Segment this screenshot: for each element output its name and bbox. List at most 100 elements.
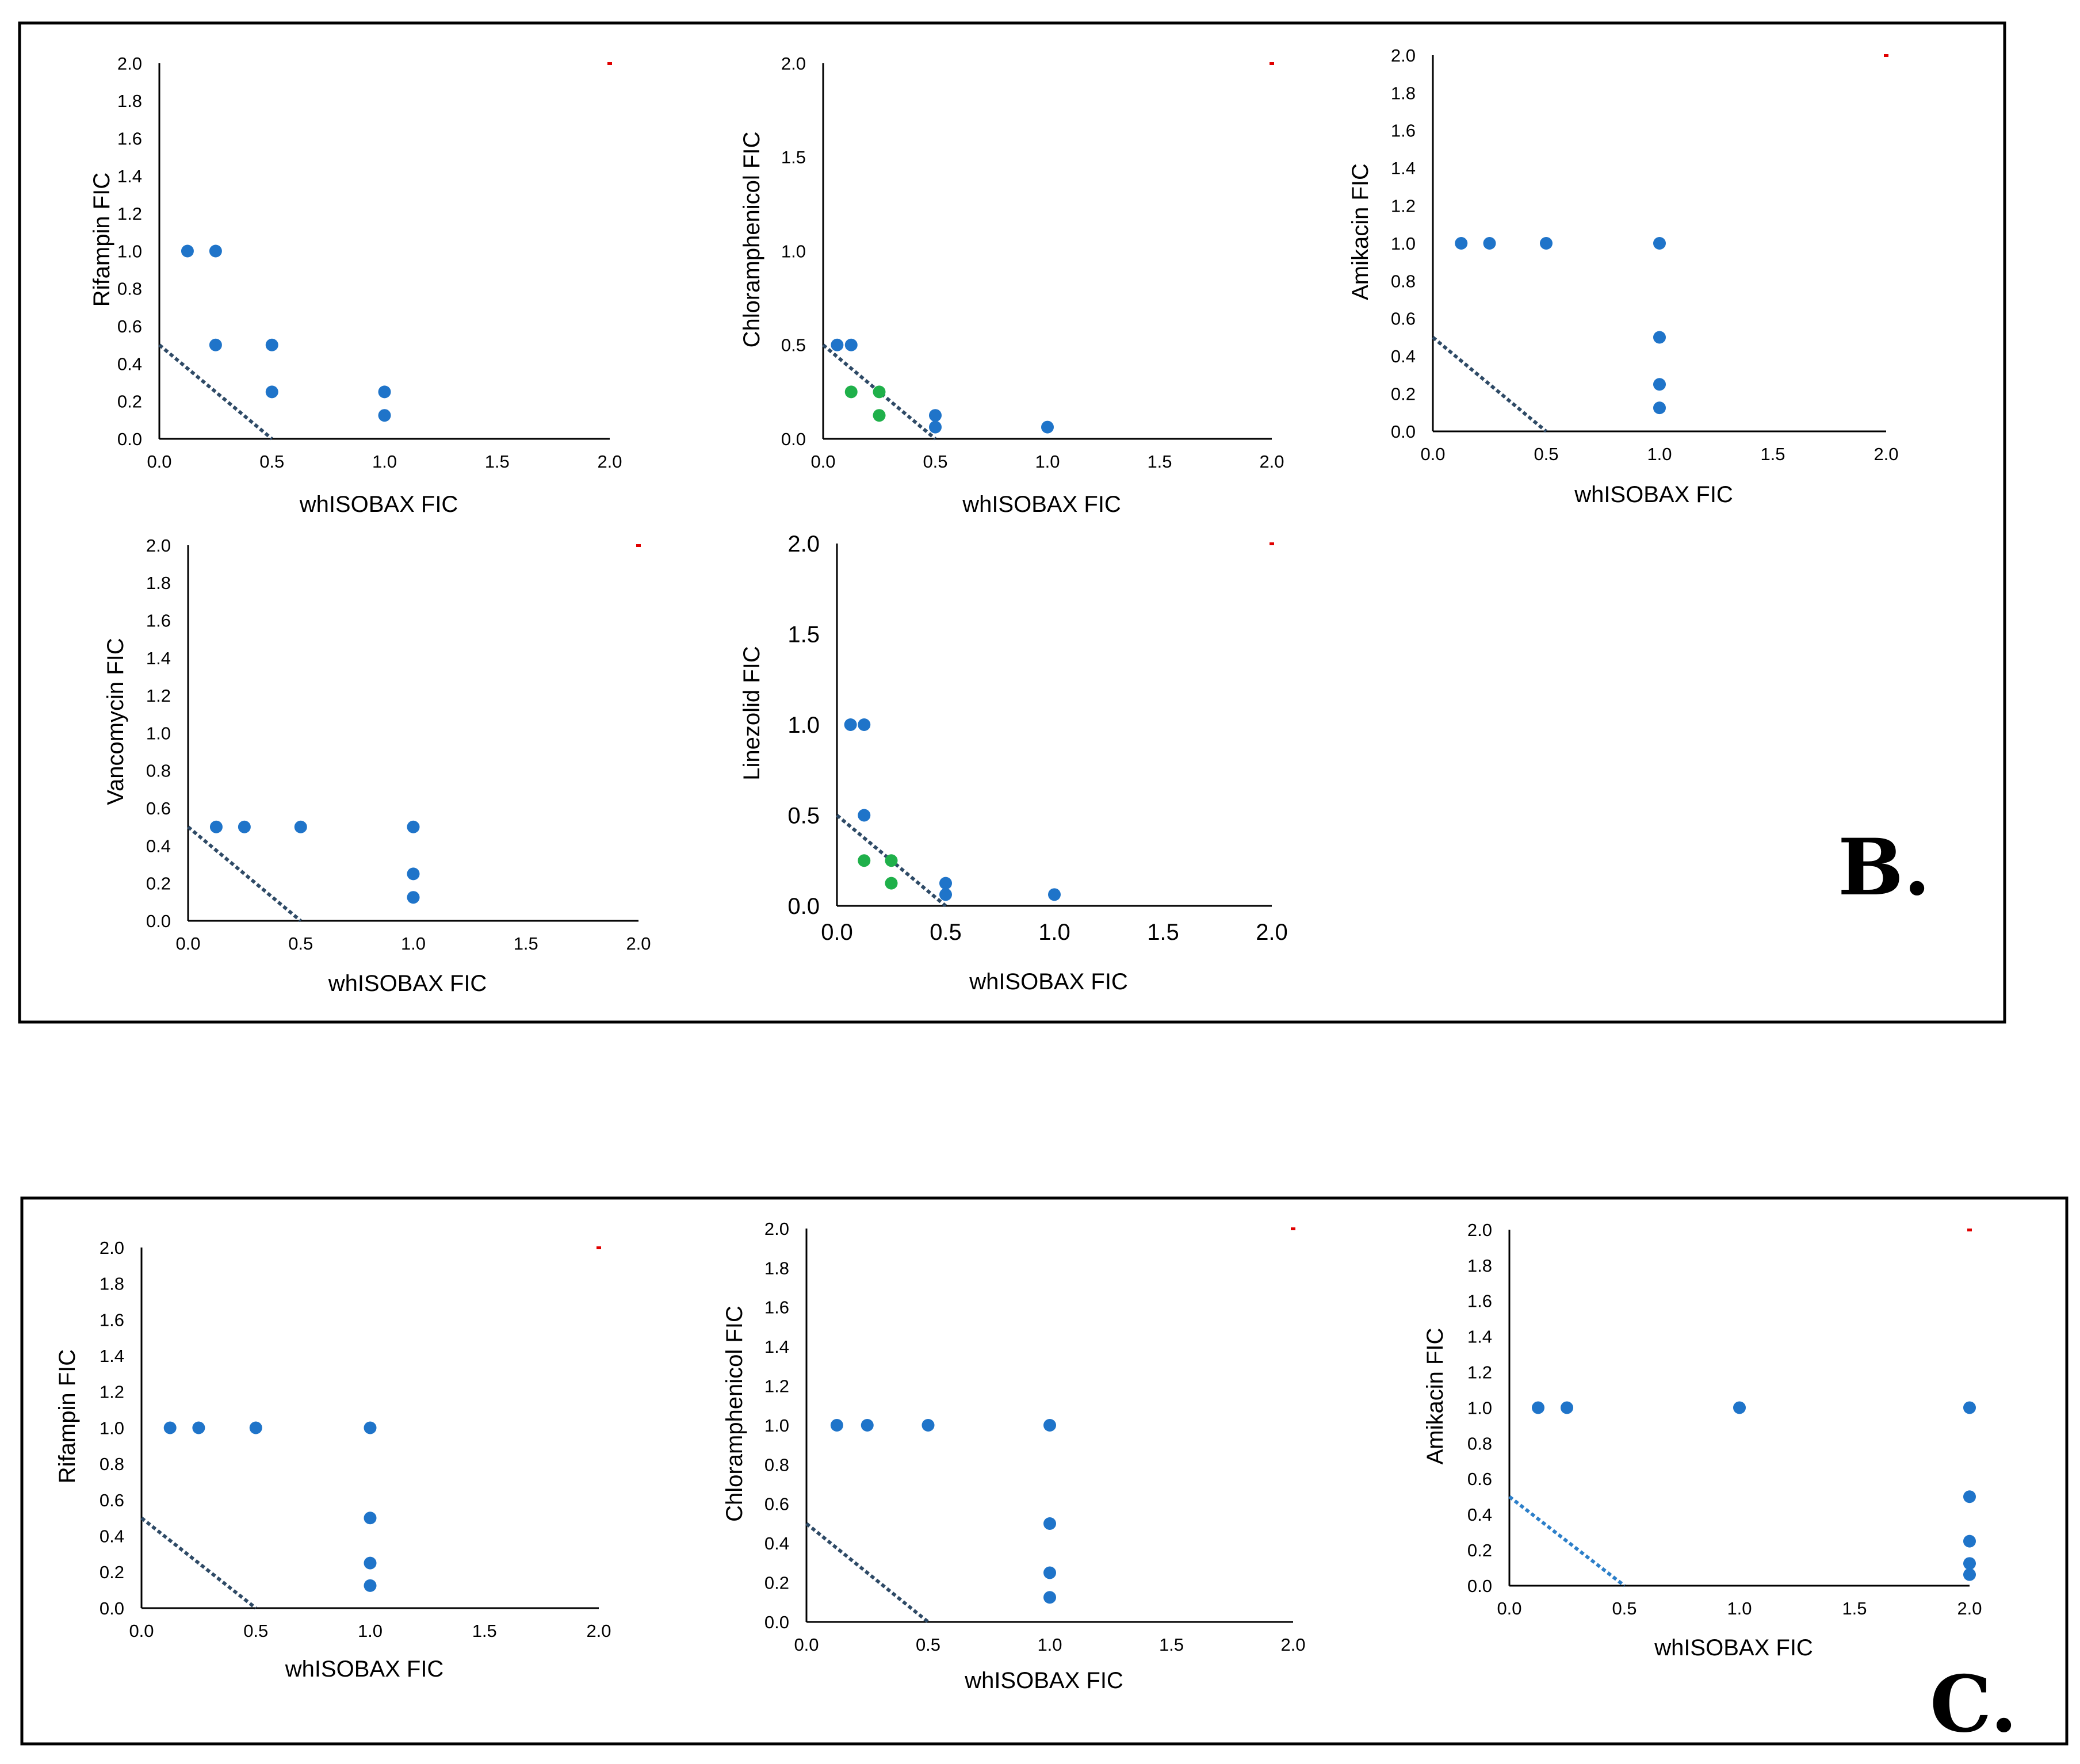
y-tick-label: 1.5 xyxy=(787,622,820,648)
data-point xyxy=(1653,401,1666,415)
chart-b2: 0.0 0.5 1.0 1.5 2.0 0.0 0.5 1.0 1.5 2.0 whISOBAX F… xyxy=(739,53,1284,517)
y-tick-label: 2.0 xyxy=(787,531,820,557)
y-tick-label: 0.4 xyxy=(1467,1505,1492,1525)
panel-b-frame xyxy=(18,21,2006,1024)
data-point xyxy=(1041,420,1054,434)
y-tick-label: 0.8 xyxy=(1467,1433,1492,1453)
y-tick-label: 0.2 xyxy=(1467,1540,1492,1560)
y-tick-label: 1.4 xyxy=(1467,1327,1492,1347)
y-tick-label: 1.6 xyxy=(100,1310,124,1330)
data-point xyxy=(1963,1568,1976,1581)
data-point xyxy=(1043,1591,1056,1604)
data-point xyxy=(844,338,858,351)
x-tick-label: 1.5 xyxy=(1842,1598,1867,1618)
x-tick-label: 1.0 xyxy=(372,451,397,472)
x-axis-title: whISOBAX FIC xyxy=(962,492,1121,517)
data-point xyxy=(1963,1401,1976,1414)
y-axis-title: Rifampin FIC xyxy=(55,1349,80,1483)
y-tick-label: 1.4 xyxy=(100,1346,124,1366)
chart-b5: 0.0 0.5 1.0 1.5 2.0 0.0 0.5 1.0 1.5 2.0 whISOBAX F… xyxy=(739,531,1288,994)
data-point xyxy=(929,409,942,422)
x-tick-label: 0.0 xyxy=(1497,1598,1521,1618)
additivity-line xyxy=(140,1516,257,1610)
y-tick-label: 0.2 xyxy=(117,392,142,412)
y-tick-label: 1.8 xyxy=(146,573,171,593)
y-tick-label: 1.8 xyxy=(764,1258,789,1278)
x-axis-title: whISOBAX FIC xyxy=(1654,1635,1813,1660)
y-tick-label: 1.0 xyxy=(1391,234,1416,254)
chart-b4: 0.0 0.2 0.4 0.6 0.8 1.0 1.2 1.4 1.6 1.8 2.0 0.0 0.5 1… xyxy=(103,535,651,996)
synergy-point xyxy=(873,385,886,399)
additivity-line xyxy=(805,1522,930,1624)
corner-mark xyxy=(636,544,641,547)
x-tick-label: 0.0 xyxy=(821,920,853,945)
y-tick-label: 1.6 xyxy=(764,1298,789,1318)
charts-layer: 0.0 0.2 0.4 0.6 0.8 1.0 1.2 1.4 1.6 1.8 2.0 0.0 0.5 1… xyxy=(55,45,1982,1693)
y-tick-label: 0.0 xyxy=(781,429,806,449)
x-tick-label: 2.0 xyxy=(1280,1635,1305,1655)
data-point xyxy=(364,1579,377,1592)
chart-c2: 0.0 0.2 0.4 0.6 0.8 1.0 1.2 1.4 1.6 1.8 2.0 0.0 0.5 1… xyxy=(722,1219,1306,1693)
data-point xyxy=(831,338,844,351)
data-point xyxy=(364,1421,377,1434)
x-tick-label: 2.0 xyxy=(586,1621,611,1641)
y-tick-label: 0.6 xyxy=(1391,309,1416,329)
y-tick-label: 1.0 xyxy=(117,241,142,261)
x-tick-label: 0.5 xyxy=(916,1635,940,1655)
additivity-line xyxy=(1432,336,1547,433)
synergy-point xyxy=(885,854,898,867)
data-point xyxy=(1048,888,1061,901)
additivity-line xyxy=(1508,1495,1626,1587)
x-tick-label: 0.0 xyxy=(794,1635,819,1655)
data-point xyxy=(1733,1401,1746,1414)
data-point xyxy=(163,1421,177,1434)
x-tick-label: 0.5 xyxy=(243,1621,268,1641)
x-axis-title: whISOBAX FIC xyxy=(285,1656,444,1682)
x-tick-label: 1.0 xyxy=(358,1621,383,1641)
data-point xyxy=(209,820,223,833)
y-tick-label: 0.2 xyxy=(100,1562,124,1582)
y-tick-label: 2.0 xyxy=(764,1219,789,1239)
y-tick-label: 0.6 xyxy=(146,798,171,818)
y-tick-label: 0.5 xyxy=(787,803,820,829)
x-tick-label: 2.0 xyxy=(1259,451,1284,472)
corner-mark xyxy=(1967,1229,1972,1231)
data-point xyxy=(181,244,194,258)
x-tick-label: 0.5 xyxy=(288,933,313,954)
x-tick-label: 1.0 xyxy=(1035,451,1060,472)
x-tick-label: 2.0 xyxy=(1256,920,1288,945)
corner-mark xyxy=(607,62,612,65)
y-axis-title: Vancomycin FIC xyxy=(103,638,128,805)
y-axis-title: Chloramphenicol FIC xyxy=(722,1306,747,1522)
data-point xyxy=(929,420,942,434)
y-axis-title: Amikacin FIC xyxy=(1348,163,1373,300)
y-tick-label: 0.0 xyxy=(117,429,142,449)
panel-label-c: C. xyxy=(1930,1658,2017,1750)
synergy-point xyxy=(885,877,898,890)
y-tick-label: 0.8 xyxy=(100,1454,124,1474)
data-point xyxy=(238,820,251,833)
y-tick-label: 2.0 xyxy=(1467,1220,1492,1240)
chart-b1: 0.0 0.2 0.4 0.6 0.8 1.0 1.2 1.4 1.6 1.8 2.0 0.0 0.5 1… xyxy=(89,53,622,517)
data-point xyxy=(1653,237,1666,250)
data-point xyxy=(378,409,391,422)
y-tick-label: 1.8 xyxy=(1467,1256,1492,1276)
data-point xyxy=(192,1421,205,1434)
data-point xyxy=(364,1512,377,1525)
y-tick-label: 0.0 xyxy=(787,894,820,919)
data-point xyxy=(407,820,420,833)
data-point xyxy=(939,888,952,901)
chart-c1: 0.0 0.2 0.4 0.6 0.8 1.0 1.2 1.4 1.6 1.8 2.0 0.0 0.5 1… xyxy=(55,1238,611,1682)
data-point xyxy=(1653,378,1666,391)
data-point xyxy=(1963,1557,1976,1570)
x-axis-title: whISOBAX FIC xyxy=(1574,482,1733,507)
data-point xyxy=(1455,237,1468,250)
y-tick-label: 1.0 xyxy=(781,241,806,261)
corner-mark xyxy=(1270,62,1274,65)
y-tick-label: 1.4 xyxy=(764,1337,789,1357)
x-tick-label: 1.5 xyxy=(485,451,510,472)
y-tick-label: 2.0 xyxy=(117,53,142,74)
y-tick-label: 2.0 xyxy=(781,53,806,74)
x-tick-label: 1.5 xyxy=(472,1621,497,1641)
y-tick-label: 0.4 xyxy=(117,354,142,374)
